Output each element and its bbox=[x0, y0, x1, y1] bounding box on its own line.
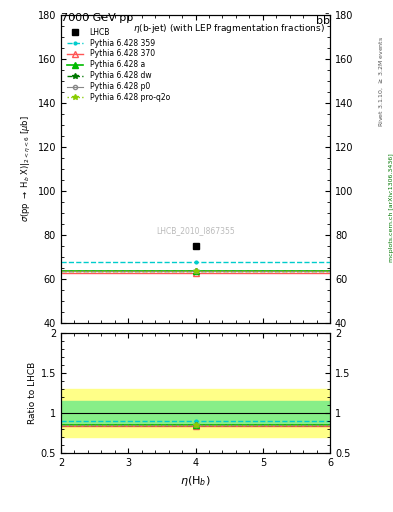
Text: Rivet 3.1.10, $\geq$ 3.2M events: Rivet 3.1.10, $\geq$ 3.2M events bbox=[377, 36, 385, 127]
Text: LHCB_2010_I867355: LHCB_2010_I867355 bbox=[156, 226, 235, 235]
Legend: LHCB, Pythia 6.428 359, Pythia 6.428 370, Pythia 6.428 a, Pythia 6.428 dw, Pythi: LHCB, Pythia 6.428 359, Pythia 6.428 370… bbox=[67, 28, 170, 102]
Y-axis label: Ratio to LHCB: Ratio to LHCB bbox=[28, 362, 37, 424]
Bar bbox=[61, 389, 330, 437]
Bar bbox=[61, 401, 330, 425]
Text: b$\bar{\rm b}$: b$\bar{\rm b}$ bbox=[315, 13, 330, 27]
Y-axis label: $\sigma$(pp $\to$ H$_b$ X)|$_{2<\eta<6}$ [$\mu$b]: $\sigma$(pp $\to$ H$_b$ X)|$_{2<\eta<6}$… bbox=[20, 116, 33, 222]
Text: mcplots.cern.ch [arXiv:1306.3436]: mcplots.cern.ch [arXiv:1306.3436] bbox=[389, 154, 393, 262]
Text: $\eta$(b-jet) (with LEP fragmentation fractions): $\eta$(b-jet) (with LEP fragmentation fr… bbox=[133, 22, 325, 34]
Text: 7000 GeV pp: 7000 GeV pp bbox=[61, 13, 133, 23]
X-axis label: $\eta$(H$_b$): $\eta$(H$_b$) bbox=[180, 474, 211, 487]
